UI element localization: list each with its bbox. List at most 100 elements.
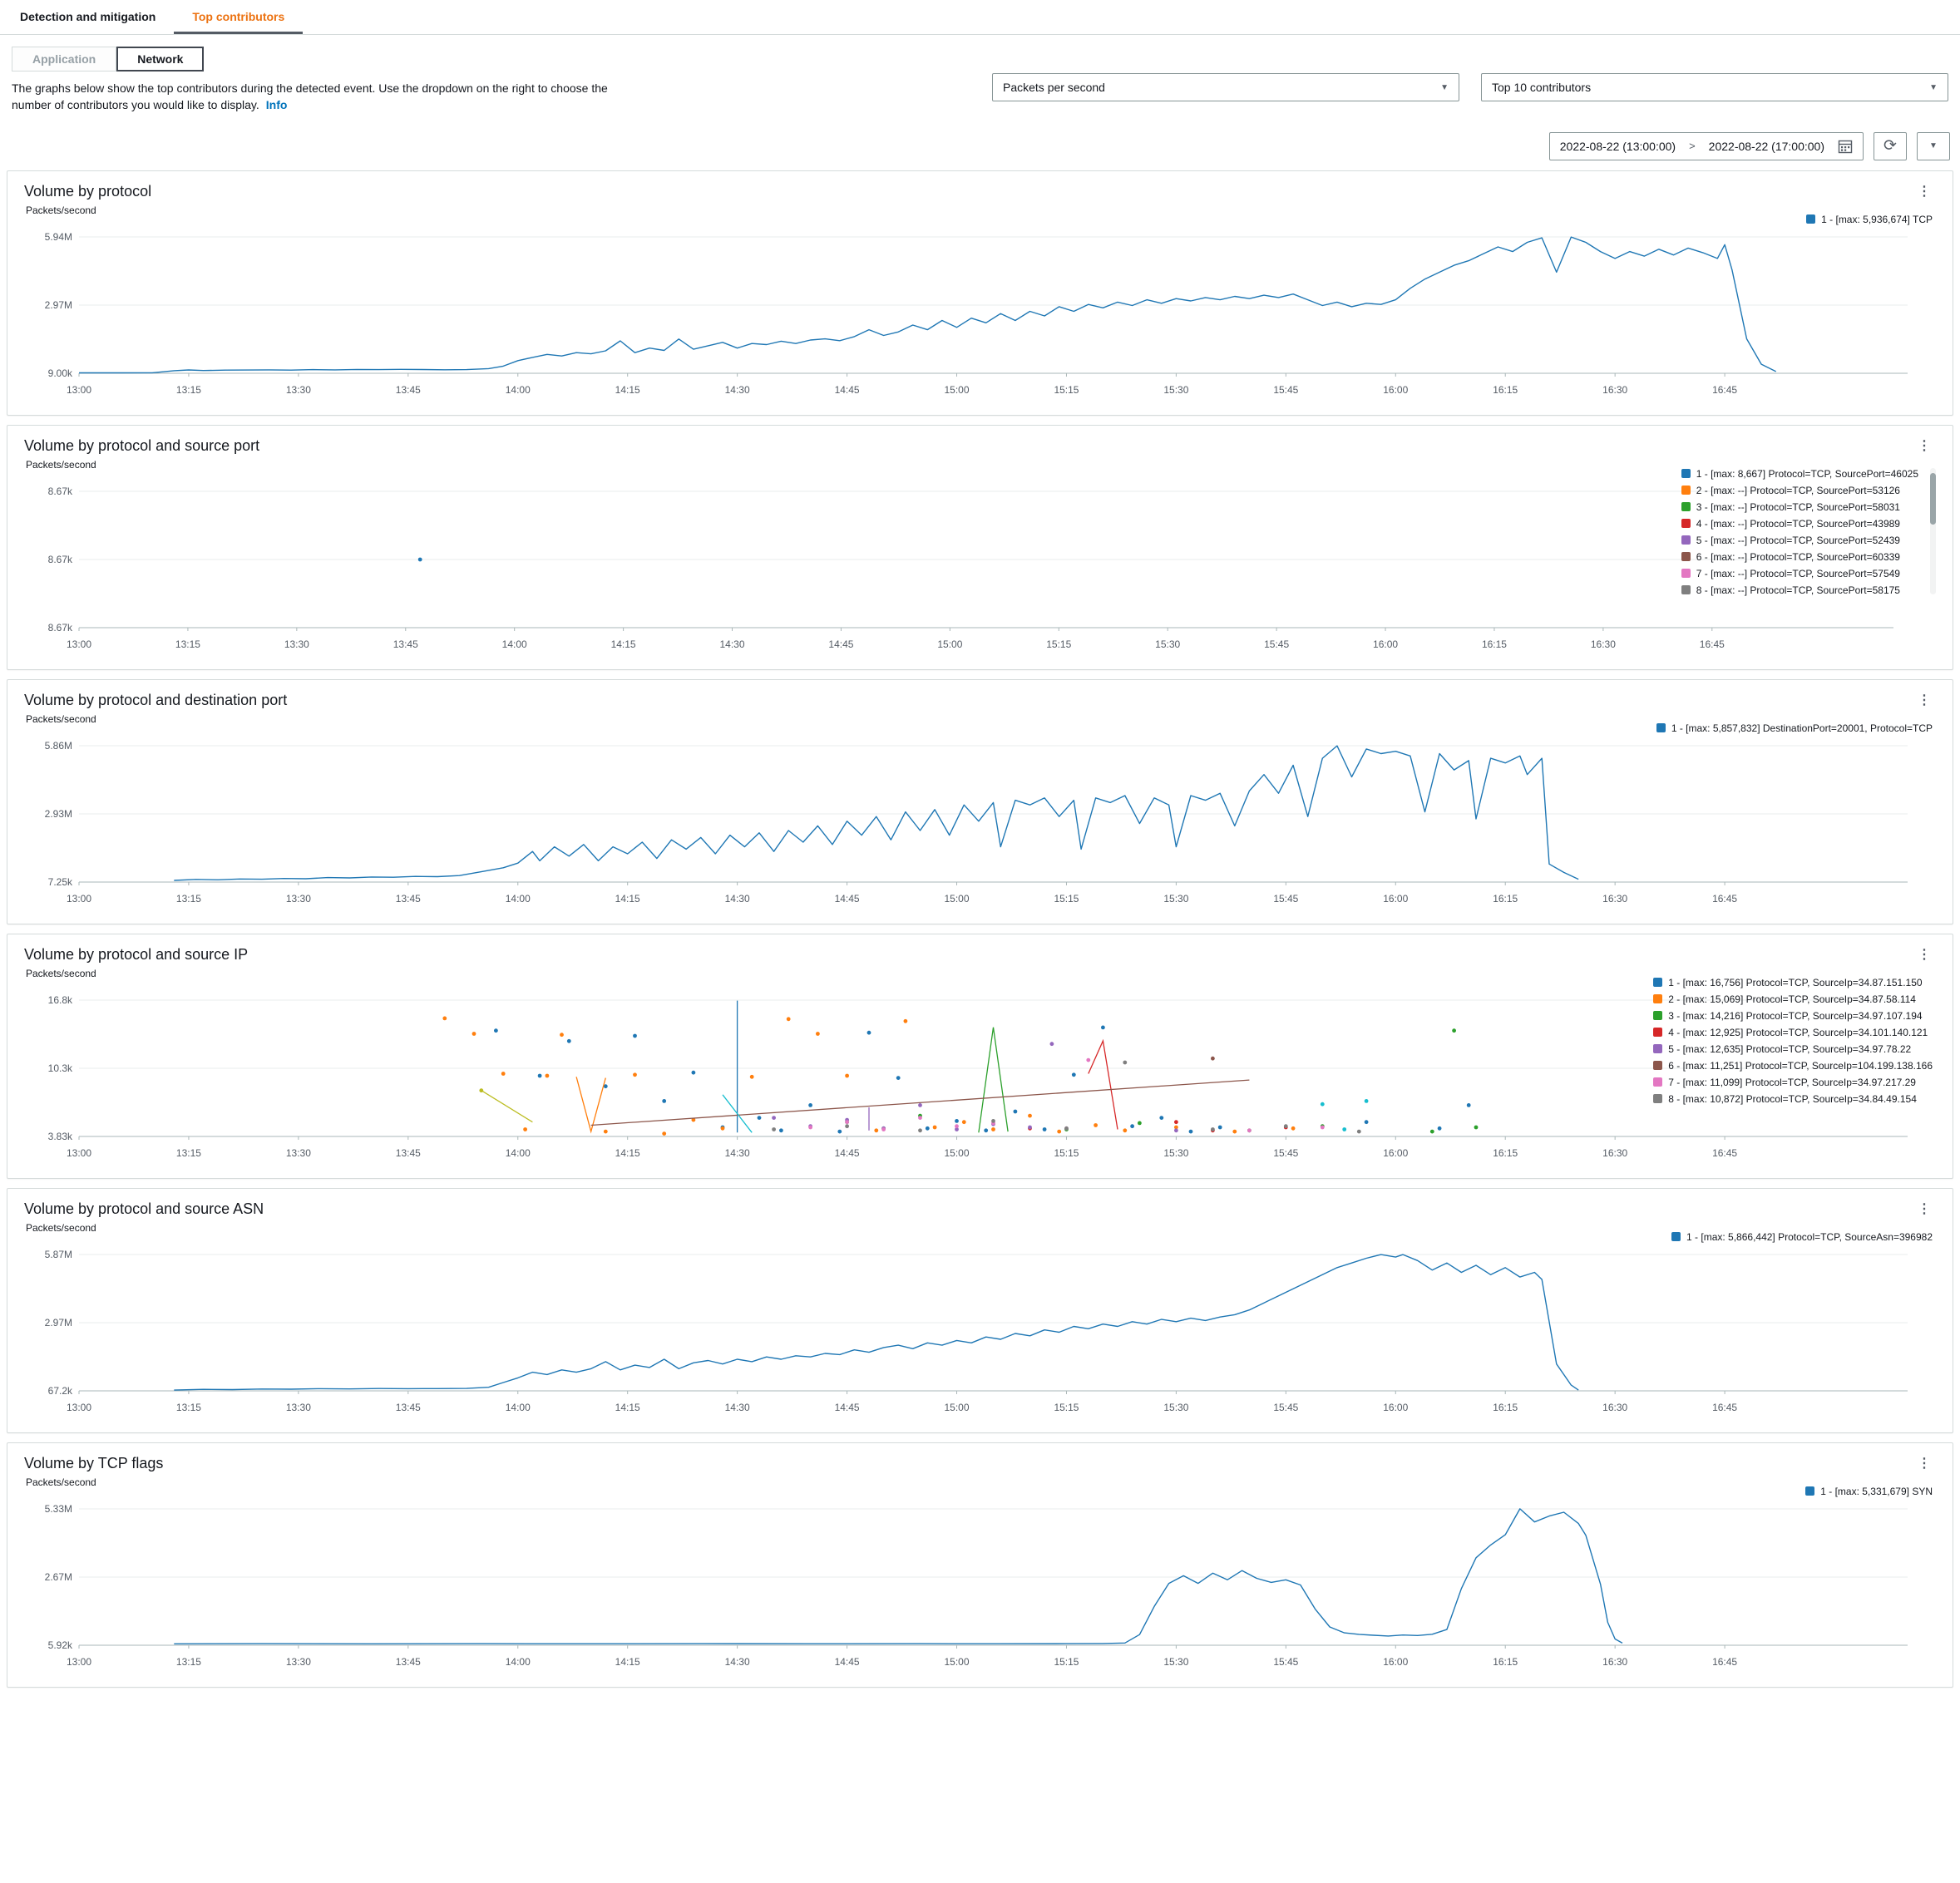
network-toggle-button[interactable]: Network — [116, 47, 205, 71]
chart-legend: 1 - [max: 5,866,442] Protocol=TCP, Sourc… — [1656, 1220, 1936, 1248]
legend-item[interactable]: 5 - [max: --] Protocol=TCP, SourcePort=5… — [1681, 535, 1918, 546]
date-range-end: 2022-08-22 (17:00:00) — [1708, 139, 1824, 153]
legend-label: 6 - [max: 11,251] Protocol=TCP, SourceIp… — [1668, 1059, 1933, 1072]
svg-text:15:15: 15:15 — [1054, 384, 1079, 396]
legend-swatch — [1653, 978, 1663, 988]
legend-item[interactable]: 1 - [max: 5,331,679] SYN — [1805, 1486, 1933, 1497]
chart-plot-area: Packets/second 8.67k 8.67k 8.67k 13:00 13:15 1… — [24, 456, 1893, 663]
svg-text:16:45: 16:45 — [1712, 1656, 1737, 1668]
contributors-select[interactable]: Top 10 contributors ▼ — [1481, 73, 1948, 101]
legend-swatch — [1681, 552, 1691, 562]
svg-text:Packets/second: Packets/second — [26, 459, 96, 471]
legend-item[interactable]: 7 - [max: 11,099] Protocol=TCP, SourceIp… — [1653, 1077, 1933, 1088]
legend-item[interactable]: 1 - [max: 5,866,442] Protocol=TCP, Sourc… — [1671, 1231, 1933, 1243]
legend-label: 1 - [max: 5,331,679] SYN — [1820, 1485, 1933, 1497]
svg-text:15:00: 15:00 — [945, 1147, 970, 1159]
svg-text:10.3k: 10.3k — [48, 1062, 73, 1074]
chart-legend: 1 - [max: 8,667] Protocol=TCP, SourcePor… — [1666, 456, 1922, 601]
chart-plot-area: Packets/second 5.87M 2.97M 67.2k 13:00 13:15 1… — [24, 1220, 1908, 1426]
kebab-menu-icon: ⋮ — [1918, 693, 1931, 707]
panel-menu-button[interactable]: ⋮ — [1913, 183, 1936, 200]
panel-menu-button[interactable]: ⋮ — [1913, 437, 1936, 454]
legend-item[interactable]: 4 - [max: 12,925] Protocol=TCP, SourceIp… — [1653, 1027, 1933, 1038]
panel-volume-by-protocol-source-ip: Volume by protocol and source IP ⋮ Packe… — [7, 933, 1953, 1179]
svg-text:14:45: 14:45 — [835, 1656, 860, 1668]
date-options-button[interactable]: ▼ — [1917, 131, 1950, 160]
legend-scrollbar-thumb[interactable] — [1930, 472, 1936, 525]
legend-item[interactable]: 7 - [max: --] Protocol=TCP, SourcePort=5… — [1681, 568, 1918, 579]
kebab-menu-icon: ⋮ — [1918, 1456, 1931, 1471]
legend-item[interactable]: 1 - [max: 5,936,674] TCP — [1806, 214, 1933, 225]
legend-swatch — [1681, 519, 1691, 529]
svg-text:16:15: 16:15 — [1493, 893, 1518, 905]
legend-item[interactable]: 5 - [max: 12,635] Protocol=TCP, SourceIp… — [1653, 1043, 1933, 1055]
svg-text:15:15: 15:15 — [1054, 1656, 1079, 1668]
legend-label: 6 - [max: --] Protocol=TCP, SourcePort=6… — [1696, 550, 1900, 563]
svg-text:67.2k: 67.2k — [48, 1385, 73, 1397]
svg-text:13:00: 13:00 — [67, 638, 91, 650]
tab-top-contributors[interactable]: Top contributors — [174, 0, 304, 34]
svg-text:14:15: 14:15 — [615, 384, 640, 396]
legend-label: 7 - [max: --] Protocol=TCP, SourcePort=5… — [1696, 567, 1900, 579]
legend-label: 7 - [max: 11,099] Protocol=TCP, SourceIp… — [1668, 1076, 1916, 1088]
svg-text:15:30: 15:30 — [1163, 384, 1188, 396]
svg-text:7.25k: 7.25k — [48, 876, 73, 888]
application-toggle-button[interactable]: Application — [12, 47, 117, 71]
legend-item[interactable]: 1 - [max: 8,667] Protocol=TCP, SourcePor… — [1681, 468, 1918, 480]
legend-item[interactable]: 2 - [max: 15,069] Protocol=TCP, SourceIp… — [1653, 993, 1933, 1005]
legend-item[interactable]: 8 - [max: 10,872] Protocol=TCP, SourceIp… — [1653, 1093, 1933, 1105]
svg-text:14:00: 14:00 — [506, 1147, 531, 1159]
legend-item[interactable]: 6 - [max: --] Protocol=TCP, SourcePort=6… — [1681, 551, 1918, 563]
legend-item[interactable]: 3 - [max: --] Protocol=TCP, SourcePort=5… — [1681, 501, 1918, 513]
svg-text:16:30: 16:30 — [1602, 1656, 1627, 1668]
svg-text:13:45: 13:45 — [393, 638, 418, 650]
info-link[interactable]: Info — [265, 98, 288, 112]
legend-item[interactable]: 2 - [max: --] Protocol=TCP, SourcePort=5… — [1681, 485, 1918, 496]
kebab-menu-icon: ⋮ — [1918, 184, 1931, 199]
legend-item[interactable]: 6 - [max: 11,251] Protocol=TCP, SourceIp… — [1653, 1060, 1933, 1072]
svg-text:14:15: 14:15 — [615, 893, 640, 905]
metric-select[interactable]: Packets per second ▼ — [992, 73, 1459, 101]
legend-item[interactable]: 8 - [max: --] Protocol=TCP, SourcePort=5… — [1681, 584, 1918, 596]
legend-item[interactable]: 1 - [max: 16,756] Protocol=TCP, SourceIp… — [1653, 977, 1933, 988]
tab-detection-and-mitigation[interactable]: Detection and mitigation — [20, 10, 156, 23]
date-range-picker[interactable]: 2022-08-22 (13:00:00) > 2022-08-22 (17:0… — [1548, 131, 1864, 160]
svg-text:16:00: 16:00 — [1373, 638, 1398, 650]
svg-text:8.67k: 8.67k — [48, 622, 73, 633]
panel-menu-button[interactable]: ⋮ — [1913, 692, 1936, 708]
legend-item[interactable]: 4 - [max: --] Protocol=TCP, SourcePort=4… — [1681, 518, 1918, 530]
legend-swatch — [1681, 585, 1691, 595]
legend-label: 1 - [max: 5,866,442] Protocol=TCP, Sourc… — [1686, 1230, 1933, 1243]
panel-title: Volume by TCP flags — [24, 1454, 164, 1471]
panel-volume-by-protocol-source-asn: Volume by protocol and source ASN ⋮ Pack… — [7, 1187, 1953, 1433]
panel-title: Volume by protocol — [24, 182, 152, 200]
legend-item[interactable]: 3 - [max: 14,216] Protocol=TCP, SourceIp… — [1653, 1010, 1933, 1022]
legend-label: 1 - [max: 16,756] Protocol=TCP, SourceIp… — [1668, 976, 1923, 988]
svg-text:14:30: 14:30 — [725, 384, 750, 396]
svg-text:14:45: 14:45 — [835, 893, 860, 905]
panel-menu-button[interactable]: ⋮ — [1913, 1200, 1936, 1217]
panel-menu-button[interactable]: ⋮ — [1913, 946, 1936, 963]
legend-label: 2 - [max: 15,069] Protocol=TCP, SourceIp… — [1668, 993, 1916, 1005]
legend-label: 5 - [max: 12,635] Protocol=TCP, SourceIp… — [1668, 1043, 1912, 1055]
svg-text:15:15: 15:15 — [1054, 1402, 1079, 1413]
svg-text:8.67k: 8.67k — [48, 486, 73, 497]
svg-text:Packets/second: Packets/second — [26, 1476, 96, 1488]
scope-segmented-control: Application Network — [12, 47, 205, 71]
legend-swatch — [1653, 994, 1663, 1004]
chevron-right-icon: > — [1689, 140, 1696, 153]
refresh-button[interactable]: ⟳ — [1874, 131, 1907, 160]
svg-text:14:15: 14:15 — [615, 1656, 640, 1668]
svg-text:Packets/second: Packets/second — [26, 205, 96, 216]
panel-menu-button[interactable]: ⋮ — [1913, 1455, 1936, 1471]
svg-text:15:00: 15:00 — [945, 1402, 970, 1413]
svg-text:16:30: 16:30 — [1602, 893, 1627, 905]
legend-scrollbar[interactable] — [1930, 467, 1936, 594]
legend-label: 3 - [max: --] Protocol=TCP, SourcePort=5… — [1696, 500, 1900, 513]
legend-swatch — [1681, 469, 1691, 479]
legend-label: 4 - [max: --] Protocol=TCP, SourcePort=4… — [1696, 517, 1900, 530]
legend-item[interactable]: 1 - [max: 5,857,832] DestinationPort=200… — [1656, 722, 1933, 734]
svg-text:13:30: 13:30 — [286, 1147, 311, 1159]
legend-swatch — [1806, 214, 1816, 224]
svg-text:13:45: 13:45 — [396, 384, 421, 396]
